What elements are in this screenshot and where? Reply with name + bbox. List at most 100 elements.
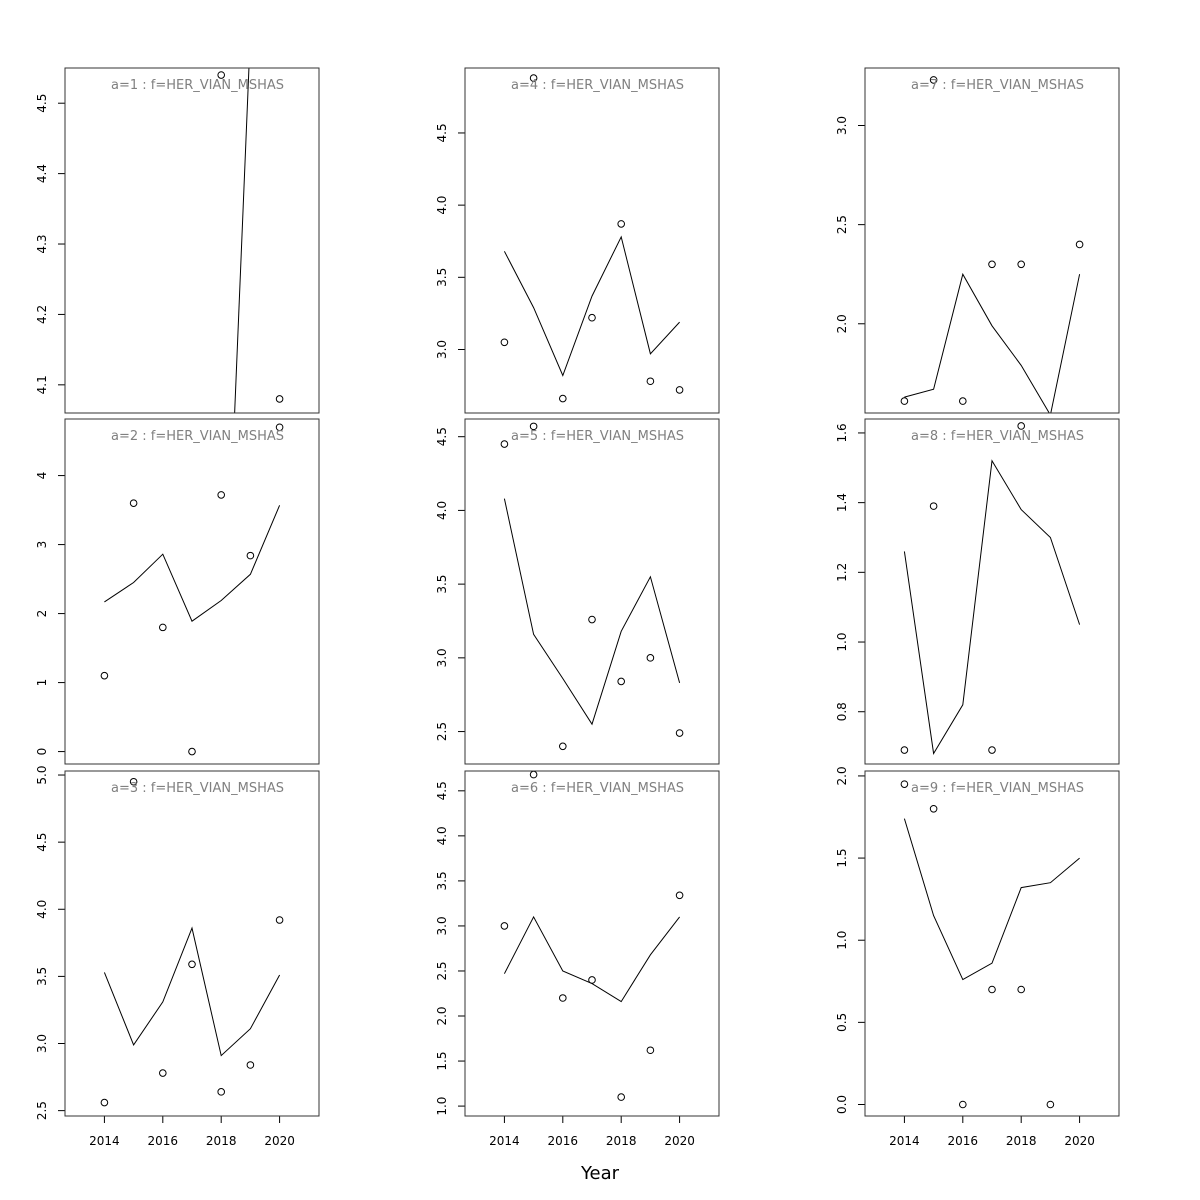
x-tick-label: 2016 — [148, 1134, 179, 1148]
panel-title: a=1 : f=HER_VIAN_MSHAS — [111, 78, 284, 93]
y-tick-label: 3.5 — [435, 871, 449, 890]
y-tick-label: 4 — [35, 472, 49, 480]
observed-point — [500, 922, 509, 930]
panel-title: a=2 : f=HER_VIAN_MSHAS — [111, 429, 284, 444]
observed-point — [275, 423, 284, 432]
panel-title: a=5 : f=HER_VIAN_MSHAS — [511, 429, 684, 444]
fitted-line — [234, 68, 250, 413]
y-tick-label: 3.0 — [435, 648, 449, 667]
plot-area — [500, 422, 684, 751]
y-tick-label: 4.3 — [35, 234, 49, 253]
observed-point — [188, 960, 196, 969]
observed-point — [1017, 422, 1025, 430]
y-tick-label: 2.5 — [35, 1101, 49, 1120]
observed-point — [646, 377, 655, 386]
observed-point — [559, 394, 567, 403]
observed-point — [159, 623, 167, 632]
y-tick-label: 3.0 — [35, 1034, 49, 1053]
y-tick-label: 2.5 — [435, 722, 449, 741]
panel-frame — [464, 418, 720, 765]
observed-point — [100, 1098, 109, 1107]
y-tick-label: 4.1 — [35, 375, 49, 394]
y-tick-label: 4.0 — [35, 900, 49, 919]
observed-point — [246, 1061, 255, 1069]
y-tick-label: 3.0 — [835, 116, 849, 135]
panel-title: a=8 : f=HER_VIAN_MSHAS — [911, 429, 1084, 444]
panel-frame — [864, 770, 1120, 1117]
observed-point — [529, 422, 538, 431]
observed-point — [617, 1093, 625, 1101]
y-tick-label: 1.0 — [835, 931, 849, 950]
panel-6: 1.0 1.5 2.0 2.5 3.0 3.5 4.0 4.5 2014 2016 2018 2020… — [435, 770, 720, 1148]
x-tick-label: 2020 — [1064, 1134, 1095, 1148]
observed-point — [675, 891, 684, 900]
observed-point — [529, 74, 538, 82]
y-tick-label: 3.5 — [35, 967, 49, 986]
observed-point — [900, 397, 909, 405]
observed-point — [588, 615, 596, 624]
observed-point — [559, 742, 567, 751]
observed-point — [129, 777, 138, 786]
y-tick-label: 4.0 — [435, 501, 449, 520]
observed-point — [217, 491, 225, 499]
panel-8: 0.8 1.0 1.2 1.4 1.6 a=8 : f=HER_VIAN_MSHAS — [835, 418, 1120, 765]
observed-point — [617, 677, 625, 686]
observed-point — [1017, 985, 1025, 994]
y-tick-label: 2 — [35, 610, 49, 618]
plot-area — [900, 422, 1081, 755]
observed-point — [929, 76, 938, 84]
observed-point — [959, 1100, 967, 1109]
y-tick-label: 1.5 — [435, 1052, 449, 1071]
observed-point — [500, 440, 509, 448]
panel-title: a=7 : f=HER_VIAN_MSHAS — [911, 78, 1084, 93]
y-tick-label: 1.5 — [835, 849, 849, 868]
x-tick-label: 2018 — [606, 1134, 637, 1148]
observed-point — [1046, 1100, 1055, 1109]
fitted-line — [903, 818, 1080, 981]
plot-area — [900, 780, 1080, 1109]
x-tick-label: 2020 — [664, 1134, 695, 1148]
observed-point — [675, 729, 684, 737]
panel-4: 3.0 3.5 4.0 4.5 a=4 : f=HER_VIAN_MSHAS — [435, 67, 720, 414]
panel-frame — [464, 770, 720, 1117]
observed-point — [646, 654, 655, 662]
y-tick-label: 4.2 — [35, 305, 49, 324]
panel-3: 2.5 3.0 3.5 4.0 4.5 5.0 2014 2016 2018 2020 a=3 : … — [35, 765, 320, 1148]
plot-area — [100, 423, 284, 756]
y-tick-label: 2.5 — [435, 961, 449, 980]
y-tick-label: 4.0 — [435, 196, 449, 215]
observed-point — [217, 71, 225, 79]
observed-point — [959, 397, 967, 405]
fitted-line — [503, 498, 681, 726]
observed-point — [217, 1088, 225, 1096]
fitted-line — [503, 235, 680, 377]
y-tick-label: 1.2 — [835, 563, 849, 582]
panel-frame — [864, 67, 1120, 414]
y-tick-label: 4.5 — [35, 833, 49, 852]
panel-frame — [864, 418, 1120, 765]
panel-2: 0 1 2 3 4 a=2 : f=HER_VIAN_MSHAS — [35, 418, 320, 765]
y-tick-label: 5.0 — [35, 765, 49, 784]
fitted-line — [104, 505, 281, 622]
y-tick-label: 0.5 — [835, 1013, 849, 1032]
observed-point — [246, 551, 255, 560]
y-tick-label: 1.0 — [835, 632, 849, 651]
plot-area — [500, 771, 684, 1101]
observed-point — [988, 746, 996, 754]
x-tick-label: 2020 — [264, 1134, 295, 1148]
plot-area — [217, 68, 284, 413]
observed-point — [159, 1069, 167, 1077]
y-tick-label: 3 — [35, 541, 49, 549]
y-tick-label: 4.0 — [435, 826, 449, 845]
observed-point — [275, 916, 284, 924]
y-tick-label: 4.4 — [35, 164, 49, 183]
y-tick-label: 4.5 — [435, 123, 449, 142]
y-tick-label: 1 — [35, 679, 49, 687]
panel-frame — [64, 67, 320, 414]
observed-point — [129, 499, 138, 507]
observed-point — [559, 994, 567, 1002]
panel-7: 2.0 2.5 3.0 a=7 : f=HER_VIAN_MSHAS — [835, 67, 1120, 414]
y-tick-label: 3.5 — [435, 575, 449, 594]
y-tick-label: 0.0 — [835, 1095, 849, 1114]
observed-point — [100, 671, 109, 680]
